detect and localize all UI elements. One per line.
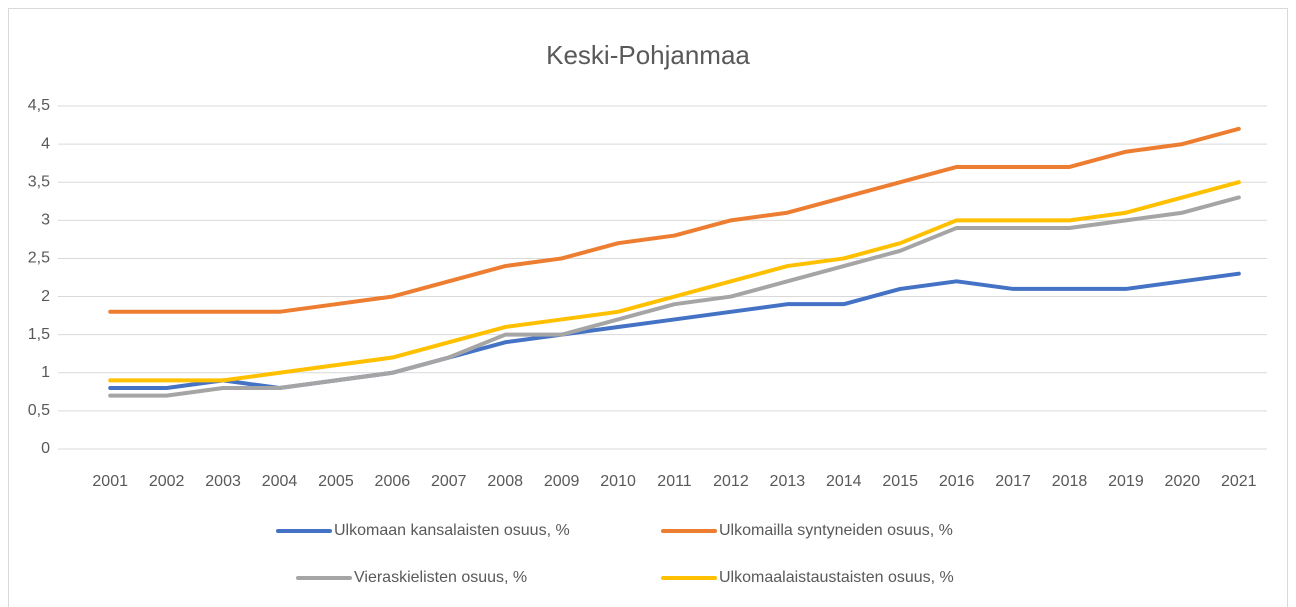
y-tick-label: 3 (41, 212, 50, 229)
x-tick-label: 2020 (1165, 473, 1201, 490)
chart-frame (8, 8, 1288, 607)
y-tick-label: 2 (41, 288, 50, 305)
x-tick-label: 2008 (487, 473, 523, 490)
y-tick-label: 0 (41, 440, 50, 457)
x-tick-label: 2011 (657, 473, 692, 490)
x-tick-label: 2003 (205, 473, 241, 490)
series-line (108, 195, 1241, 398)
legend-label: Vieraskielisten osuus, % (354, 569, 527, 586)
x-tick-label: 2012 (713, 473, 749, 490)
series-line (108, 126, 1241, 314)
x-tick-label: 2007 (431, 473, 467, 490)
series-line (108, 180, 1241, 383)
x-tick-label: 2005 (318, 473, 354, 490)
x-tick-label: 2021 (1221, 473, 1257, 490)
legend-label: Ulkomailla syntyneiden osuus, % (719, 522, 953, 539)
x-tick-label: 2001 (92, 473, 128, 490)
legend-label: Ulkomaalaistaustaisten osuus, % (719, 569, 954, 586)
y-tick-label: 1 (41, 364, 50, 381)
legend-label: Ulkomaan kansalaisten osuus, % (334, 522, 570, 539)
x-tick-label: 2004 (262, 473, 298, 490)
y-tick-label: 4 (41, 135, 50, 152)
x-tick-label: 2016 (939, 473, 975, 490)
x-tick-label: 2006 (375, 473, 411, 490)
x-tick-label: 2018 (1052, 473, 1088, 490)
x-tick-label: 2019 (1108, 473, 1144, 490)
y-tick-label: 0,5 (28, 402, 50, 419)
x-tick-label: 2010 (600, 473, 636, 490)
y-tick-label: 1,5 (28, 326, 50, 343)
x-tick-label: 2009 (544, 473, 580, 490)
x-tick-label: 2017 (995, 473, 1031, 490)
y-tick-label: 2,5 (28, 250, 50, 267)
y-tick-label: 4,5 (28, 97, 50, 114)
x-tick-label: 2013 (770, 473, 806, 490)
chart-title: Keski-Pohjanmaa (546, 40, 750, 70)
x-tick-label: 2015 (882, 473, 918, 490)
x-tick-label: 2002 (149, 473, 185, 490)
y-tick-label: 3,5 (28, 173, 50, 190)
x-tick-label: 2014 (826, 473, 862, 490)
